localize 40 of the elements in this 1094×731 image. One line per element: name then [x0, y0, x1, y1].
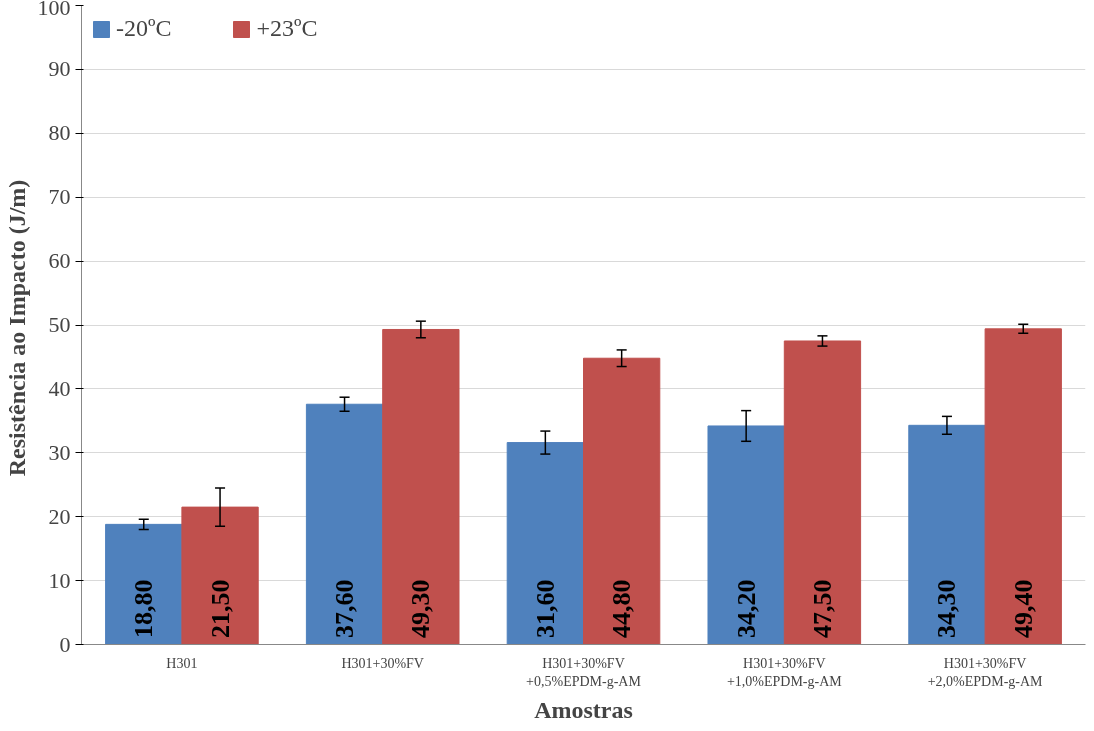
y-tick-label: 80 — [48, 120, 71, 146]
data-label: 21,50 — [205, 579, 235, 639]
data-label: 34,20 — [731, 579, 761, 639]
bar — [707, 425, 785, 645]
bar — [984, 328, 1062, 645]
y-tick-label: 10 — [48, 567, 71, 593]
data-label: 18,80 — [129, 579, 159, 639]
y-tick-label: 90 — [48, 56, 71, 82]
y-axis-title: Resistência ao Impacto (J/m) — [3, 179, 30, 477]
y-tick-label: 60 — [48, 248, 71, 274]
x-axis-title: Amostras — [534, 696, 633, 723]
bar — [105, 523, 183, 645]
data-label: 37,60 — [330, 579, 360, 639]
y-tick-label: 40 — [48, 375, 71, 401]
x-tick-label: H301+30%FV +2,0%EPDM-g-AM — [927, 655, 1044, 689]
y-tick-label: 100 — [37, 0, 71, 20]
y-tick-label: 50 — [48, 312, 71, 337]
bar — [181, 506, 259, 645]
bar — [305, 403, 384, 645]
data-label: 49,30 — [406, 579, 436, 639]
y-tick-label: 30 — [48, 439, 71, 465]
data-label: 49,40 — [1008, 579, 1038, 639]
y-tick-label: 0 — [59, 631, 71, 657]
y-tick-label: 70 — [48, 184, 71, 210]
legend-label: +23ºC — [256, 15, 318, 42]
y-tick-label: 20 — [48, 503, 71, 529]
data-label: 44,80 — [607, 579, 637, 639]
x-tick-label: H301+30%FV +1,0%EPDM-g-AM — [726, 655, 843, 689]
x-tick-label: H301+30%FV +0,5%EPDM-g-AM — [526, 655, 642, 689]
bar — [583, 357, 661, 645]
x-tick-label: H301 — [166, 655, 198, 671]
x-tick-label: H301+30%FV — [341, 655, 424, 671]
data-label: 31,60 — [530, 579, 560, 639]
data-label: 34,30 — [932, 579, 962, 639]
data-label: 47,50 — [807, 579, 837, 639]
bar — [382, 328, 460, 645]
legend-label: -20ºC — [116, 15, 172, 42]
bar — [783, 340, 862, 645]
bar — [908, 424, 986, 645]
bar — [506, 442, 584, 645]
